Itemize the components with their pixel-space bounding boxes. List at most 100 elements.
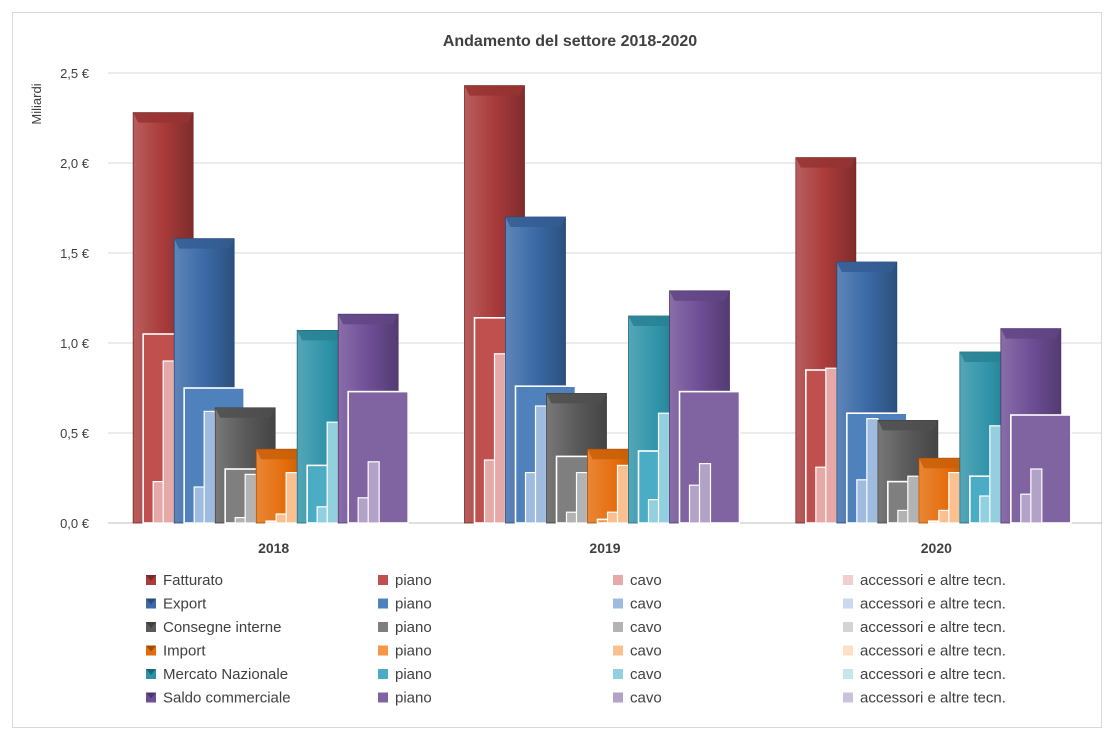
- bar-consegne-interne-cavo-2018: [234, 516, 247, 524]
- x-tick-label: 2020: [921, 540, 952, 556]
- bar-mercato-nazionale-cavo-2018: [316, 506, 329, 524]
- bar-consegne-interne-accessori-2018: [244, 473, 257, 524]
- legend-swatch: [613, 575, 623, 585]
- y-tick-label: 2,5 €: [60, 66, 90, 81]
- legend-swatch: [843, 645, 853, 656]
- bar-mercato-nazionale-cavo-2020: [979, 495, 992, 524]
- bar-consegne-interne-accessori-2020: [907, 475, 920, 524]
- legend-entry: cavo: [630, 666, 662, 683]
- legend-swatch: [613, 645, 623, 656]
- legend-swatch-bevel: [146, 598, 156, 605]
- legend: Fatturato piano cavo accessori e altre tecn…: [146, 572, 1006, 707]
- bar-saldo-commerciale-accessori-2020: [1030, 468, 1043, 524]
- bar-consegne-interne-cavo-2019: [565, 511, 579, 524]
- bar-import-accessori-2019: [616, 464, 630, 524]
- legend-entry: piano: [395, 619, 432, 636]
- bar-fatturato-accessori-2018: [162, 360, 175, 524]
- bar-import-accessori-2018: [285, 472, 298, 524]
- legend-swatch-bevel: [146, 645, 156, 652]
- legend-entry: Mercato Nazionale: [163, 666, 288, 683]
- category-group-2018: [132, 112, 409, 524]
- bar-bevel: [836, 262, 897, 272]
- legend-entry: piano: [395, 666, 432, 683]
- legend-entry: cavo: [630, 572, 662, 589]
- bars: [132, 85, 1072, 524]
- bar-bevel: [795, 157, 856, 168]
- y-tick-label: 1,5 €: [60, 246, 90, 261]
- legend-swatch-bevel: [146, 692, 156, 699]
- y-axis-label: Miliardi: [29, 83, 44, 124]
- bar-fatturato-accessori-2019: [493, 353, 507, 524]
- bar-fatturato-cavo-2020: [815, 466, 828, 524]
- bar-bevel: [338, 314, 399, 325]
- category-group-2020: [795, 157, 1072, 524]
- bar-import-cavo-2020: [938, 509, 951, 524]
- legend-swatch: [378, 645, 388, 656]
- category-group-2019: [464, 85, 741, 524]
- bar-mercato-nazionale-accessori-2019: [657, 412, 671, 524]
- legend-swatch: [378, 669, 388, 679]
- legend-swatch: [378, 598, 388, 609]
- y-tick-label: 2,0 €: [60, 156, 90, 171]
- legend-entry: piano: [395, 690, 432, 707]
- legend-swatch: [843, 669, 853, 679]
- bar-import-cavo-2018: [275, 513, 288, 524]
- legend-entry: Saldo commerciale: [163, 690, 291, 707]
- bar-export-accessori-2020: [866, 418, 879, 524]
- bar-import-accessori-2020: [948, 472, 961, 524]
- legend-entry: piano: [395, 572, 432, 589]
- legend-row: Saldo commerciale piano cavo accessori e al…: [146, 690, 1006, 707]
- bar-bevel: [174, 238, 235, 249]
- legend-entry: Import: [163, 643, 206, 660]
- bar-consegne-interne-cavo-2020: [897, 509, 910, 524]
- legend-entry: accessori e altre tecn.: [860, 643, 1006, 660]
- y-tick-labels: 0,0 € 0,5 € 1,0 € 1,5 € 2,0 € 2,5 €: [60, 66, 90, 531]
- legend-swatch: [843, 575, 853, 585]
- legend-row: Export piano cavo accessori e altre tecn.: [146, 596, 1006, 613]
- bar-saldo-commerciale-accessori-2019: [698, 463, 712, 524]
- bar-export-accessori-2018: [203, 410, 216, 524]
- legend-entry: accessori e altre tecn.: [860, 619, 1006, 636]
- y-tick-label: 1,0 €: [60, 336, 90, 351]
- bar-export-cavo-2019: [524, 472, 538, 524]
- legend-entry: cavo: [630, 690, 662, 707]
- bar-consegne-interne-accessori-2019: [575, 472, 589, 524]
- legend-row: Fatturato piano cavo accessori e altre tecn…: [146, 572, 1006, 589]
- bar-fatturato-cavo-2018: [152, 481, 165, 524]
- bar-bevel: [133, 112, 194, 123]
- legend-swatch-bevel: [146, 669, 156, 675]
- bar-bevel: [546, 393, 607, 404]
- bar-bevel: [505, 217, 566, 227]
- legend-swatch-bevel: [146, 622, 156, 628]
- legend-swatch: [843, 692, 853, 703]
- legend-entry: cavo: [630, 643, 662, 660]
- legend-entry: accessori e altre tecn.: [860, 666, 1006, 683]
- bar-fatturato-accessori-2020: [825, 367, 838, 524]
- x-tick-label: 2019: [589, 540, 620, 556]
- legend-entry: accessori e altre tecn.: [860, 572, 1006, 589]
- bar-export-cavo-2018: [193, 486, 206, 524]
- bar-saldo-commerciale-accessori-2018: [367, 461, 380, 524]
- legend-entry: Consegne interne: [163, 619, 281, 636]
- legend-swatch: [613, 598, 623, 609]
- legend-entry: Fatturato: [163, 572, 223, 589]
- legend-entry: piano: [395, 596, 432, 613]
- legend-entry: cavo: [630, 596, 662, 613]
- legend-swatch: [378, 692, 388, 703]
- legend-swatch: [843, 598, 853, 609]
- legend-entry: accessori e altre tecn.: [860, 596, 1006, 613]
- legend-row: Mercato Nazionale piano cavo accessori e al…: [146, 666, 1006, 683]
- bar-bevel: [669, 290, 730, 301]
- chart-frame: [12, 12, 1102, 728]
- bar-bevel: [1000, 328, 1061, 339]
- x-tick-label: 2018: [258, 540, 289, 556]
- legend-swatch: [378, 622, 388, 632]
- legend-entry: piano: [395, 643, 432, 660]
- legend-row: Consegne interne piano cavo accessori e alt…: [146, 619, 1006, 636]
- legend-entry: accessori e altre tecn.: [860, 690, 1006, 707]
- bar-fatturato-cavo-2019: [483, 459, 497, 524]
- bar-export-cavo-2020: [856, 479, 869, 524]
- chart-title: Andamento del settore 2018-2020: [443, 33, 697, 50]
- bar-import-cavo-2019: [606, 511, 620, 524]
